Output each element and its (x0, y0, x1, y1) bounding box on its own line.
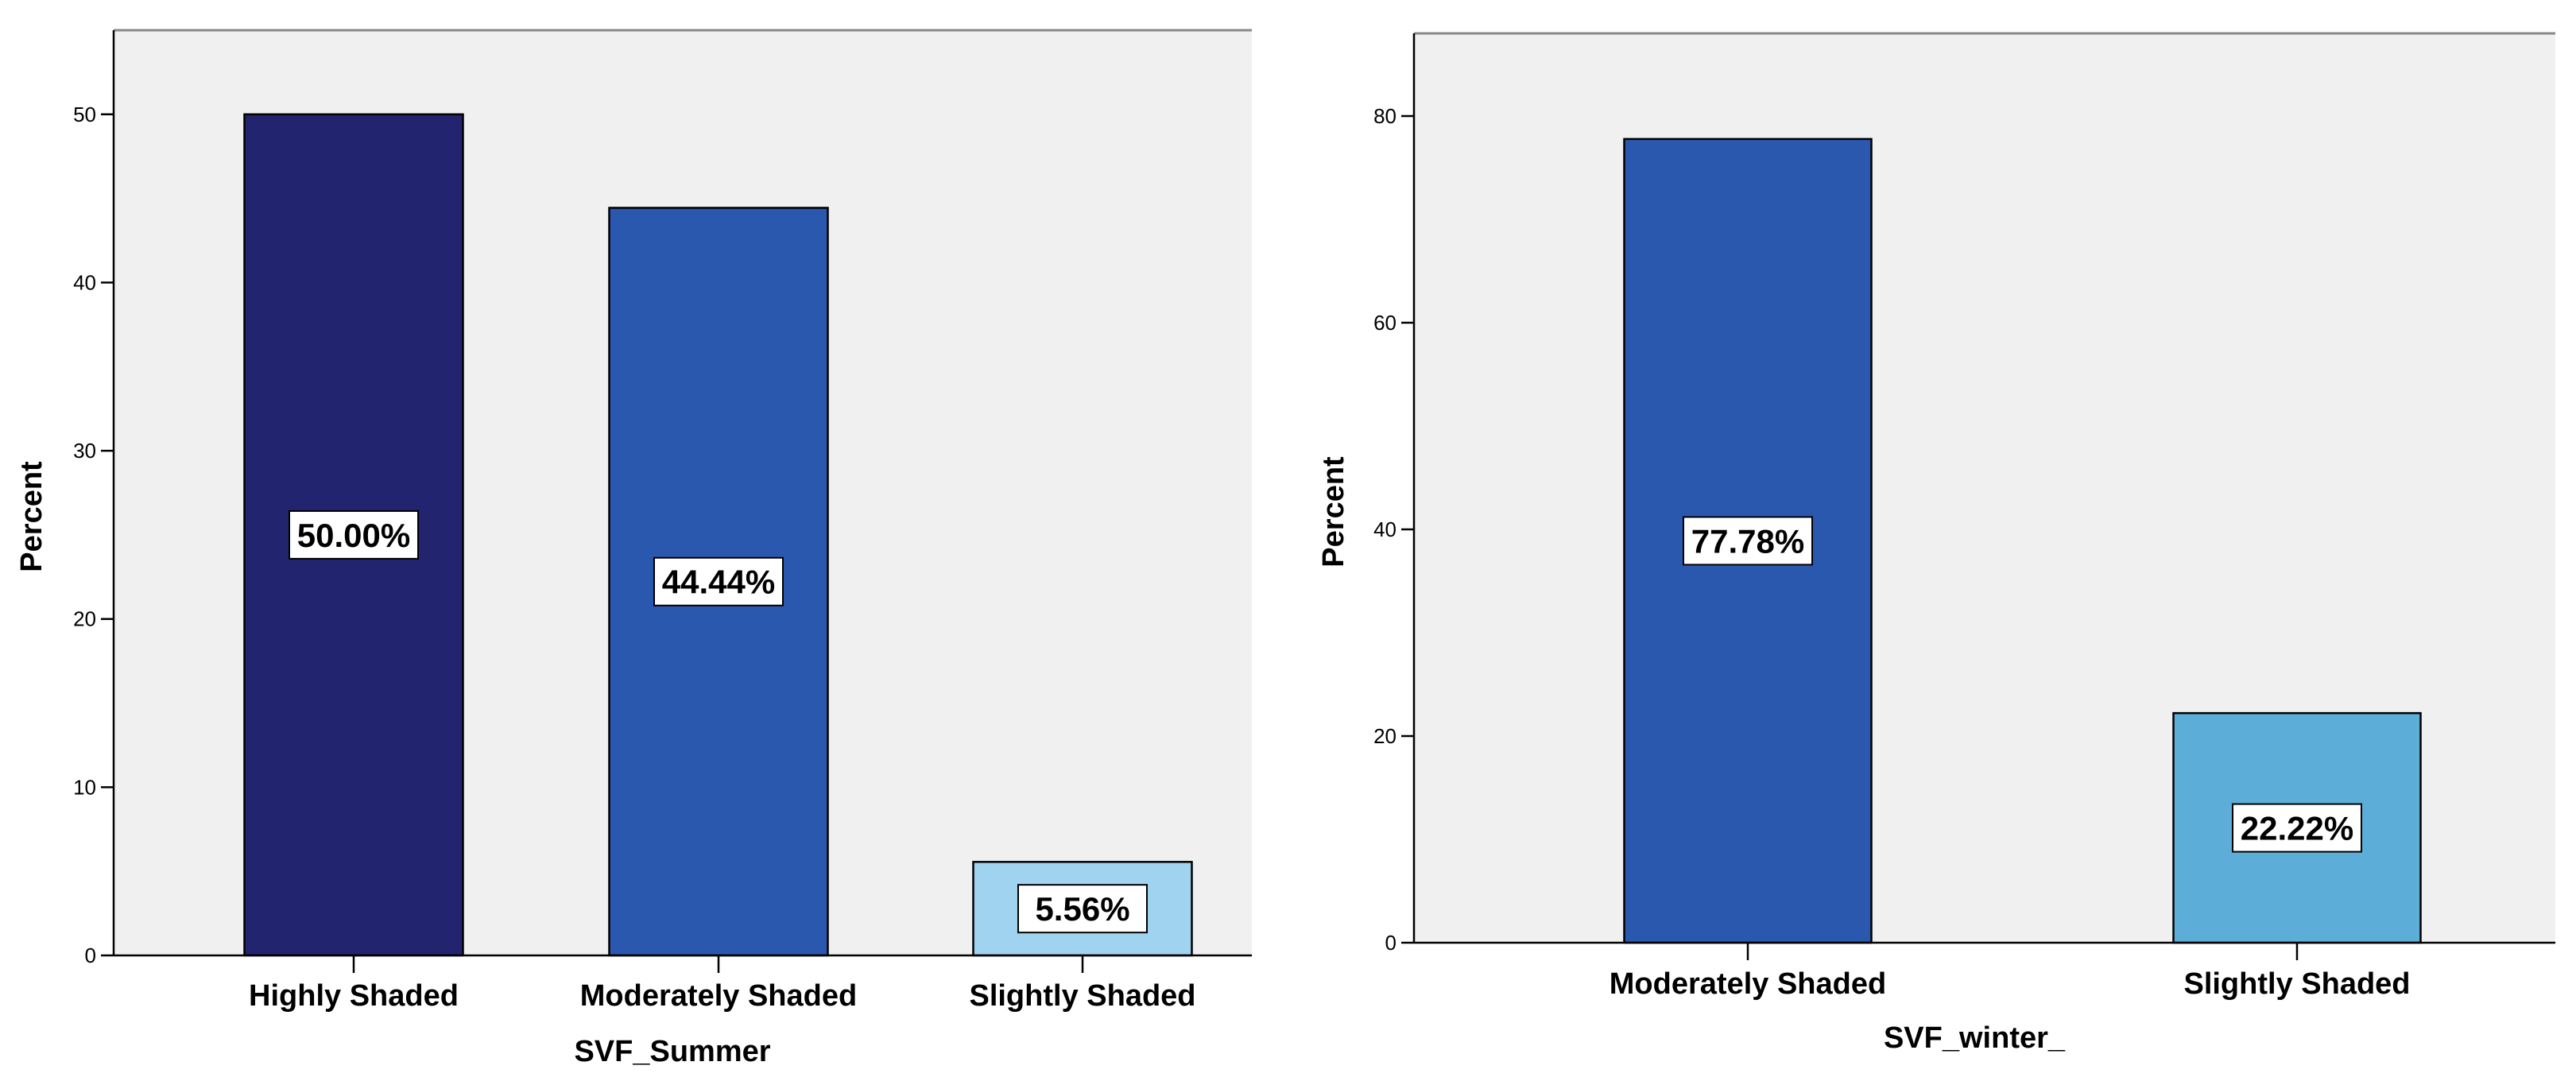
x-tick-label-3: Slightly Shaded (969, 979, 1195, 1013)
chart-2: 0 20 40 60 80 77.78% 22.22% Moderately Shaded Sl… (1317, 32, 2555, 1055)
data-label-3: 5.56% (1035, 890, 1129, 928)
x-tick-label-2: Moderately Shaded (580, 979, 857, 1013)
data-label-box-2 (653, 556, 784, 606)
y-tick-label-0: 0 (85, 944, 96, 967)
y-tick-label-4: 80 (1373, 104, 1396, 128)
y-tick-label-2: 20 (73, 607, 96, 631)
x-tick-label-2: Slightly Shaded (2183, 967, 2410, 1001)
x-tick-label-1: Moderately Shaded (1610, 967, 1886, 1001)
chart-1: 0 10 20 30 40 50 50.00% 44.44% 5.56% Highly Shade… (15, 29, 1252, 1068)
y-tick-label-3: 60 (1373, 311, 1396, 335)
y-axis-title: Percent (15, 461, 48, 572)
data-label-2: 44.44% (662, 564, 775, 601)
data-label-1: 50.00% (297, 517, 410, 554)
data-label-box-1 (289, 510, 419, 560)
y-tick-label-4: 40 (73, 270, 96, 294)
y-tick-label-5: 50 (73, 103, 96, 126)
y-tick-label-0: 0 (1385, 931, 1396, 955)
data-label-1: 77.78% (1691, 522, 1804, 560)
data-label-box-3 (1017, 884, 1148, 934)
y-tick-label-1: 20 (1373, 724, 1396, 748)
y-tick-label-3: 30 (73, 439, 96, 463)
data-label-2: 22.22% (2241, 810, 2353, 847)
x-tick-label-1: Highly Shaded (249, 979, 459, 1013)
x-axis-title: SVF_winter_ (1884, 1021, 2066, 1055)
data-label-box-2 (2232, 803, 2362, 853)
y-axis-title: Percent (1317, 456, 1350, 568)
x-axis-title: SVF_Summer (574, 1035, 770, 1068)
data-label-box-1 (1683, 516, 1813, 566)
y-tick-label-1: 10 (73, 775, 96, 799)
y-tick-label-2: 40 (1373, 517, 1396, 541)
